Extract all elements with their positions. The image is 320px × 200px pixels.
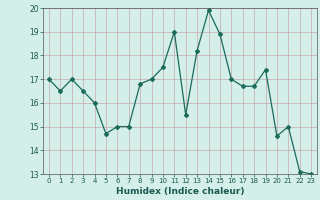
X-axis label: Humidex (Indice chaleur): Humidex (Indice chaleur) <box>116 187 244 196</box>
